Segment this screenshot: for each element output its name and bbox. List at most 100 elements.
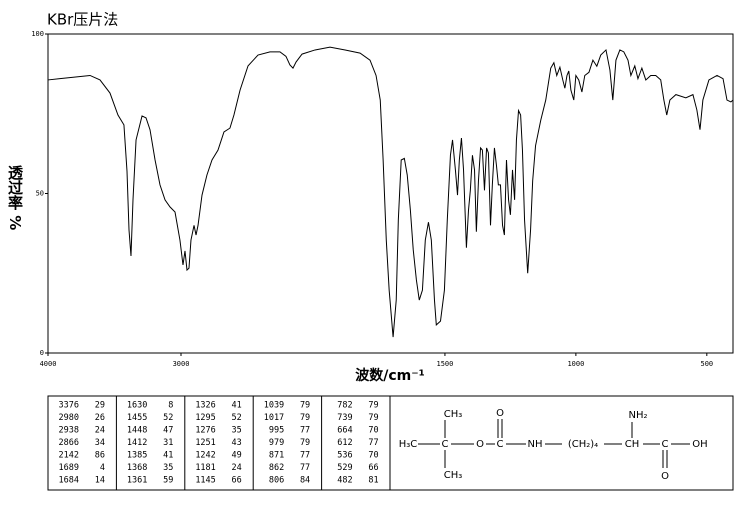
table-transmittance: 66 [232, 476, 242, 486]
table-transmittance: 41 [163, 451, 173, 461]
table-transmittance: 77 [300, 463, 310, 473]
x-tick-label: 500 [700, 360, 713, 368]
table-wavenumber: 1448 [127, 426, 147, 436]
table-transmittance: 79 [300, 438, 310, 448]
atom-label: NH [528, 439, 543, 450]
table-transmittance: 14 [95, 476, 105, 486]
table-transmittance: 35 [163, 463, 173, 473]
structure: H₃C C CH₃ CH₃ O C O NH (CH₂)₄ CH NH₂ C O… [399, 408, 708, 482]
atom-label: NH₂ [628, 410, 647, 421]
table-transmittance: 52 [232, 413, 242, 423]
y-tick-label: 100 [31, 30, 44, 38]
atom-label: CH [625, 439, 640, 450]
table-wavenumber: 529 [337, 463, 352, 473]
table-wavenumber: 2938 [59, 426, 79, 436]
table-wavenumber: 1145 [195, 476, 215, 486]
table-transmittance: 86 [95, 451, 105, 461]
table-wavenumber: 536 [337, 451, 352, 461]
spectrum-line [47, 46, 734, 338]
table-wavenumber: 1385 [127, 451, 147, 461]
table-wavenumber: 1412 [127, 438, 147, 448]
table-transmittance: 52 [163, 413, 173, 423]
table-wavenumber: 1326 [195, 401, 215, 411]
atom-label: O [476, 439, 484, 450]
atom-label: (CH₂)₄ [568, 439, 598, 450]
table-wavenumber: 664 [337, 426, 352, 436]
table-transmittance: 24 [95, 426, 105, 436]
atom-label: O [496, 408, 504, 419]
table-wavenumber: 2980 [59, 413, 79, 423]
table-wavenumber: 739 [337, 413, 352, 423]
table-transmittance: 77 [368, 438, 378, 448]
chart-title: KBr压片法 [47, 11, 118, 29]
atom-label: C [497, 439, 504, 450]
table-transmittance: 79 [300, 413, 310, 423]
table-wavenumber: 782 [337, 401, 352, 411]
table-wavenumber: 806 [269, 476, 284, 486]
atom-label: OH [692, 439, 707, 450]
y-tick-label: 50 [36, 190, 44, 198]
table-wavenumber: 3376 [59, 401, 79, 411]
table-wavenumber: 612 [337, 438, 352, 448]
table-transmittance: 31 [163, 438, 173, 448]
x-tick-label: 3000 [173, 360, 190, 368]
table-transmittance: 77 [300, 451, 310, 461]
table-transmittance: 81 [368, 476, 378, 486]
table-transmittance: 43 [232, 438, 242, 448]
table-transmittance: 79 [368, 413, 378, 423]
peak-table: 3376 29 2980 26 2938 24 2866 34 2142 86 1689 4 1684 1… [47, 395, 734, 491]
table-wavenumber: 1630 [127, 401, 147, 411]
table-wavenumber: 2142 [59, 451, 79, 461]
table-transmittance: 70 [368, 451, 378, 461]
table-transmittance: 24 [232, 463, 242, 473]
table-wavenumber: 1017 [264, 413, 284, 423]
atom-label: C [662, 439, 669, 450]
table-transmittance: 70 [368, 426, 378, 436]
atom-label: CH₃ [444, 470, 463, 481]
y-axis-label: 透过率 % [6, 165, 24, 231]
table-wavenumber: 1242 [195, 451, 215, 461]
table-wavenumber: 1689 [59, 463, 79, 473]
table-transmittance: 79 [300, 401, 310, 411]
atom-label: H₃C [399, 439, 418, 450]
table-transmittance: 79 [368, 401, 378, 411]
table-transmittance: 26 [95, 413, 105, 423]
table-wavenumber: 1455 [127, 413, 147, 423]
table-transmittance: 77 [300, 426, 310, 436]
table-transmittance: 66 [368, 463, 378, 473]
table-transmittance: 8 [168, 401, 173, 411]
table-wavenumber: 995 [269, 426, 284, 436]
x-tick-label: 4000 [40, 360, 57, 368]
table-wavenumber: 2866 [59, 438, 79, 448]
atom-label: O [661, 471, 669, 482]
table-wavenumber: 482 [337, 476, 352, 486]
table-wavenumber: 1368 [127, 463, 147, 473]
x-axis-label: 波数/cm⁻¹ [355, 367, 425, 384]
table-transmittance: 47 [163, 426, 173, 436]
table-wavenumber: 862 [269, 463, 284, 473]
table-transmittance: 29 [95, 401, 105, 411]
y-tick-label: 0 [40, 349, 44, 357]
table-transmittance: 59 [163, 476, 173, 486]
table-transmittance: 49 [232, 451, 242, 461]
table-transmittance: 34 [95, 438, 105, 448]
table-wavenumber: 979 [269, 438, 284, 448]
x-tick-label: 1000 [567, 360, 584, 368]
table-wavenumber: 1295 [195, 413, 215, 423]
atom-label: CH₃ [444, 409, 463, 420]
table-transmittance: 4 [100, 463, 105, 473]
table-transmittance: 84 [300, 476, 310, 486]
x-tick-label: 1500 [437, 360, 454, 368]
table-wavenumber: 1684 [59, 476, 79, 486]
table-wavenumber: 1361 [127, 476, 147, 486]
table-wavenumber: 871 [269, 451, 284, 461]
atom-label: C [442, 439, 449, 450]
table-wavenumber: 1251 [195, 438, 215, 448]
table-wavenumber: 1039 [264, 401, 284, 411]
table-wavenumber: 1276 [195, 426, 215, 436]
table-transmittance: 35 [232, 426, 242, 436]
table-transmittance: 41 [232, 401, 242, 411]
table-wavenumber: 1181 [195, 463, 215, 473]
